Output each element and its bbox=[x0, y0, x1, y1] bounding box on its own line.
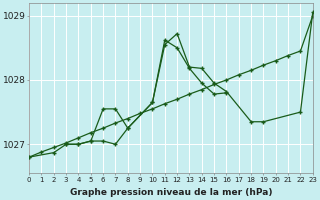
X-axis label: Graphe pression niveau de la mer (hPa): Graphe pression niveau de la mer (hPa) bbox=[70, 188, 272, 197]
